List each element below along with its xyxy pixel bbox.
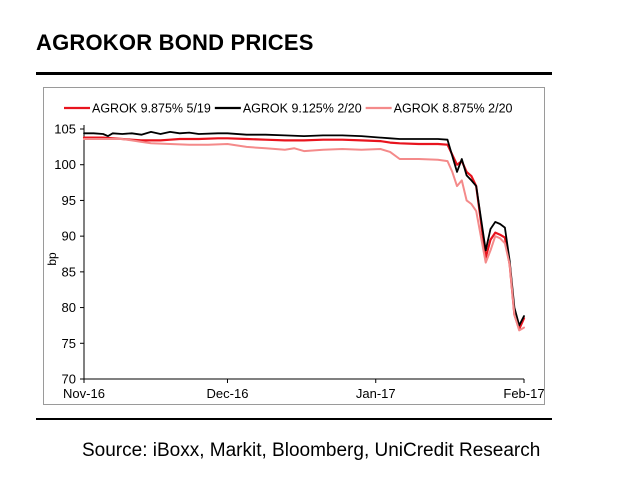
- chart-frame: [43, 87, 545, 405]
- series-line-3: [83, 138, 525, 332]
- legend-label-2: AGROK 9.125% 2/20: [243, 102, 362, 116]
- y-tick-label: 100: [54, 157, 76, 172]
- y-tick-label: 90: [62, 229, 76, 244]
- legend-label-1: AGROK 9.875% 5/19: [92, 102, 211, 116]
- y-axis-label: bp: [45, 252, 59, 266]
- chart-title: AGROKOR BOND PRICES: [36, 30, 314, 55]
- y-tick-label: 95: [62, 193, 76, 208]
- legend-label-3: AGROK 8.875% 2/20: [394, 102, 513, 116]
- source-note: Source: iBoxx, Markit, Bloomberg, UniCre…: [82, 440, 541, 461]
- x-tick-label: Dec-16: [207, 386, 249, 401]
- series-line-2: [83, 130, 525, 327]
- series-line-1: [82, 136, 526, 331]
- x-tick-label: Nov-16: [63, 386, 105, 401]
- y-tick-label: 105: [54, 122, 76, 137]
- y-tick-label: 80: [62, 300, 76, 315]
- legend: AGROK 9.875% 5/19 AGROK 9.125% 2/20 AGROK …: [64, 102, 513, 116]
- source-rule: [36, 418, 552, 420]
- y-tick-label: 70: [62, 372, 76, 387]
- x-tick-label: Jan-17: [356, 386, 396, 401]
- title-rule: [36, 72, 552, 75]
- y-tick-label: 75: [62, 336, 76, 351]
- y-tick-label: 85: [62, 264, 76, 279]
- chart-axes: 70 75 80 85 90 95 100 105 bp Nov-16 Dec-16 Jan-17 Fe…: [45, 122, 545, 402]
- x-tick-label: Feb-17: [503, 386, 544, 401]
- chart-series: [82, 130, 526, 332]
